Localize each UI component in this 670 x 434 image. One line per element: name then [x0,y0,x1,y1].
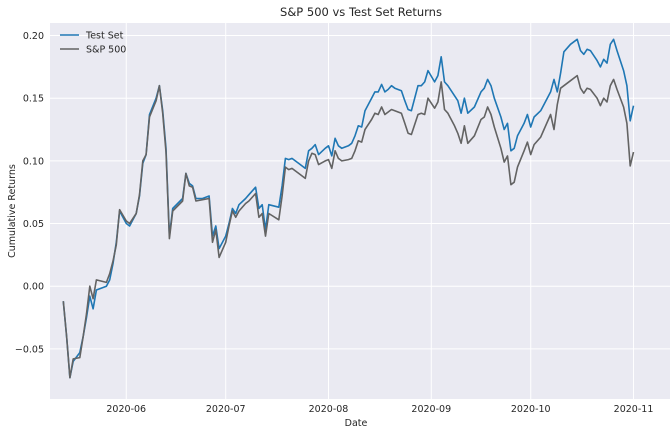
x-tick-label: 2020-11 [614,404,654,415]
x-tick-label: 2020-07 [206,404,246,415]
y-tick-label: 0.05 [23,219,44,230]
legend-label-test-set: Test Set [85,31,124,42]
y-axis-ticks: −0.05 0.00 0.05 0.10 0.15 0.20 [15,31,44,355]
series-lines [62,38,635,379]
x-tick-label: 2020-10 [511,404,551,415]
legend[interactable]: Test Set S&P 500 [60,31,126,56]
x-tick-label: 2020-06 [106,404,146,415]
x-axis-ticks: 2020-06 2020-07 2020-08 2020-09 2020-10 2020-… [106,404,653,415]
chart-title: S&P 500 vs Test Set Returns [280,5,442,19]
y-tick-label: 0.20 [23,31,44,42]
grid [50,23,670,399]
y-tick-label: 0.00 [23,282,44,293]
y-tick-label: 0.10 [23,156,44,167]
y-tick-label: 0.15 [23,94,44,105]
legend-label-s-p-500: S&P 500 [86,45,126,56]
y-tick-label: −0.05 [15,344,44,355]
x-tick-label: 2020-08 [309,404,349,415]
series-line-s-p-500 [62,74,635,379]
plot-area [50,23,670,399]
x-axis-label: Date [345,418,368,429]
y-axis-label: Cumulative Returns [7,164,18,258]
x-tick-label: 2020-09 [411,404,451,415]
